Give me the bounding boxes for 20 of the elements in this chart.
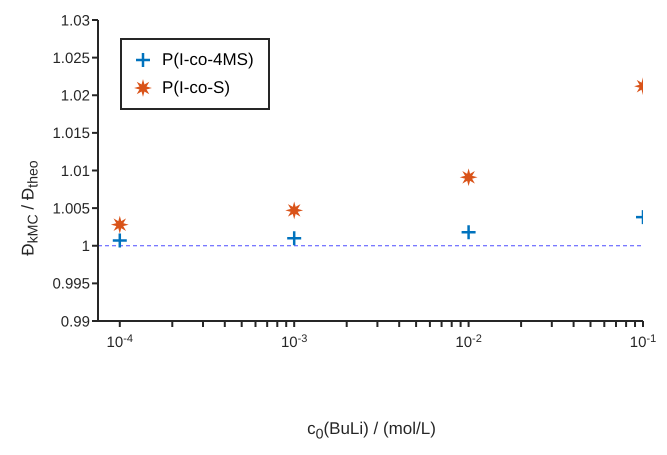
point (112, 232, 128, 249)
point (112, 217, 128, 232)
y-tick-label: 1.01 (60, 162, 90, 180)
x-tick-label: 10$^{-3}$ (280, 333, 308, 351)
y-tick-label: 1 (82, 238, 90, 256)
y-tick-label: 1.02 (60, 88, 90, 105)
y-tick-label: 1.03 (60, 12, 90, 30)
point (286, 230, 302, 246)
y-tick-label: 0.99 (60, 313, 90, 330)
x-tick-label: 10$^{-4}$ (106, 333, 134, 351)
x-axis-title: c$_{0}$(BuLi) / (mol/L) (306, 419, 437, 442)
y-tick-label: 1.025 (52, 50, 90, 67)
legend-label: P(I-co-S) (162, 78, 230, 98)
legend-label: P(I-co-4MS) (162, 50, 254, 70)
x-tick-label: 10$^{-1}$ (630, 333, 656, 351)
point (286, 202, 302, 218)
y-tick-label: 1.015 (52, 125, 90, 142)
y-tick-label: 1.005 (52, 200, 90, 218)
y-tick-label: 0.995 (52, 276, 90, 293)
x-tick-label: 10$^{-2}$ (455, 333, 482, 351)
